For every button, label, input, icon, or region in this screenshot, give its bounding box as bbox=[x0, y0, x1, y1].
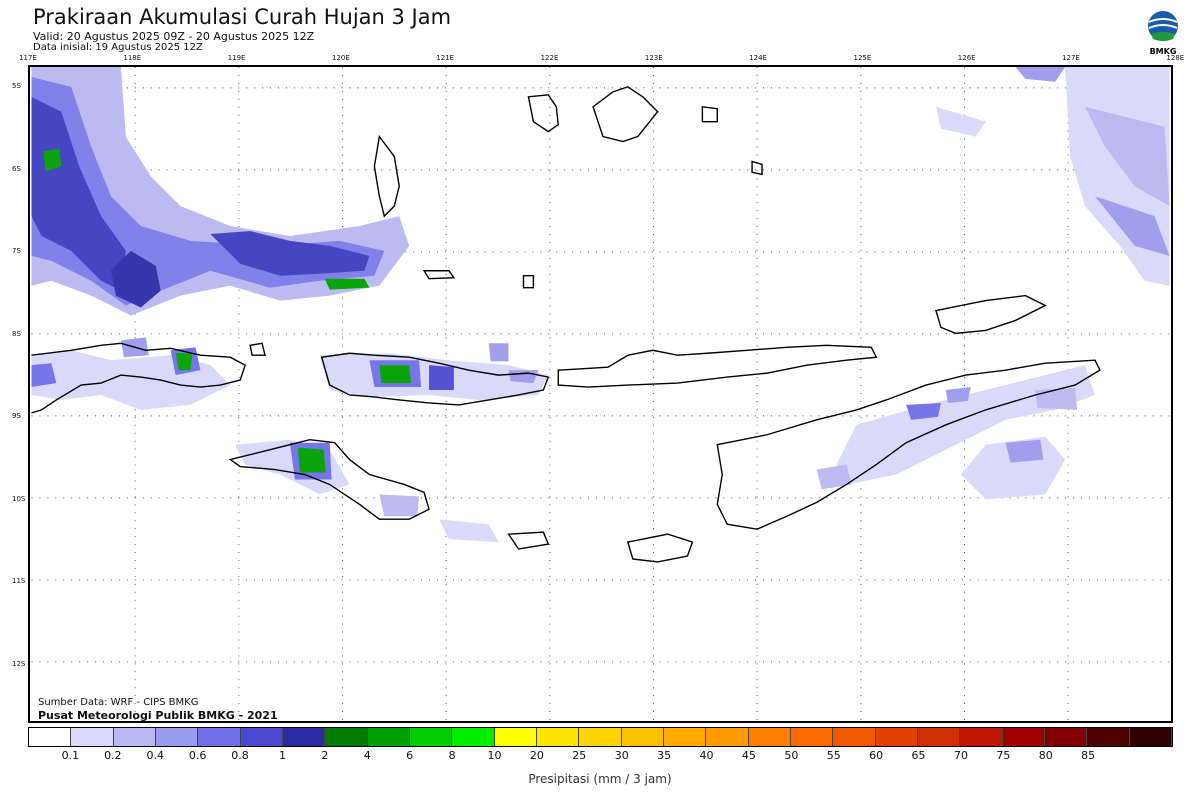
legend-tick: 6 bbox=[406, 749, 414, 762]
legend-tick: 2 bbox=[321, 749, 329, 762]
lat-label: 11S bbox=[12, 577, 26, 585]
lon-label: 123E bbox=[644, 54, 663, 62]
legend-tick: 70 bbox=[953, 749, 968, 762]
legend-swatch bbox=[494, 728, 537, 746]
legend-tick: 60 bbox=[869, 749, 884, 762]
map-title: Prakiraan Akumulasi Curah Hujan 3 Jam bbox=[33, 5, 452, 29]
initial-data: Data inisial: 19 Agustus 2025 12Z bbox=[33, 42, 203, 53]
legend-tick: 10 bbox=[487, 749, 502, 762]
legend-tick: 50 bbox=[784, 749, 799, 762]
lon-label: 121E bbox=[436, 54, 455, 62]
lon-label: 124E bbox=[749, 54, 767, 62]
legend-swatch bbox=[960, 728, 1003, 746]
legend-swatch bbox=[621, 728, 664, 746]
rainfall-map bbox=[28, 65, 1173, 723]
lat-label: 10S bbox=[12, 494, 26, 503]
bmkg-logo-icon: BMKG bbox=[1148, 11, 1178, 56]
lon-label: 120E bbox=[331, 54, 350, 62]
lon-label: 118E bbox=[123, 54, 142, 62]
lon-label: 117E bbox=[19, 54, 37, 62]
legend-tick: 0.8 bbox=[231, 749, 249, 762]
legend-tick: 0.4 bbox=[146, 749, 164, 762]
legend-tick: 25 bbox=[572, 749, 587, 762]
lat-label: 8S bbox=[12, 329, 21, 338]
lon-label: 128E bbox=[1166, 54, 1185, 62]
lon-label: 122E bbox=[540, 54, 559, 62]
legend-swatch bbox=[1129, 728, 1172, 746]
legend-swatch bbox=[198, 728, 241, 746]
legend-swatch bbox=[536, 728, 580, 746]
legend-swatch bbox=[663, 728, 707, 746]
legend-swatch bbox=[282, 728, 326, 746]
legend-swatch bbox=[113, 728, 156, 746]
legend-swatch bbox=[71, 728, 114, 746]
lon-label: 119E bbox=[227, 54, 246, 62]
lon-label: 127E bbox=[1062, 54, 1080, 62]
legend-swatch bbox=[833, 728, 876, 746]
publisher: Pusat Meteorologi Publik BMKG - 2021 bbox=[38, 709, 278, 722]
legend-swatch bbox=[917, 728, 961, 746]
legend-swatch bbox=[579, 728, 622, 746]
color-legend-bar bbox=[28, 727, 1173, 747]
lat-label: 5S bbox=[12, 82, 21, 90]
legend-swatch bbox=[790, 728, 834, 746]
lat-label: 6S bbox=[12, 164, 21, 173]
legend-tick: 65 bbox=[911, 749, 926, 762]
legend-tick: 35 bbox=[657, 749, 672, 762]
lat-label: 9S bbox=[12, 412, 21, 420]
legend-tick: 0.6 bbox=[188, 749, 207, 762]
lon-label: 125E bbox=[853, 54, 872, 62]
legend-tick: 55 bbox=[826, 749, 841, 762]
lon-label: 126E bbox=[957, 54, 976, 62]
lat-label: 7S bbox=[12, 247, 21, 255]
legend-tick: 85 bbox=[1081, 749, 1096, 762]
legend-swatch bbox=[325, 728, 368, 746]
legend-tick: 1 bbox=[278, 749, 286, 762]
legend-tick: 30 bbox=[614, 749, 629, 762]
legend-swatch bbox=[1087, 728, 1130, 746]
legend-swatch bbox=[155, 728, 199, 746]
legend-tick: 8 bbox=[448, 749, 456, 762]
legend-tick: 4 bbox=[363, 749, 371, 762]
legend-tick: 0.2 bbox=[104, 749, 122, 762]
legend-tick: 20 bbox=[529, 749, 544, 762]
legend-swatch bbox=[409, 728, 453, 746]
legend-swatch bbox=[240, 728, 283, 746]
legend-swatch bbox=[1044, 728, 1088, 746]
legend-swatch bbox=[367, 728, 410, 746]
coastlines bbox=[31, 86, 1101, 563]
legend-label: Presipitasi (mm / 3 jam) bbox=[528, 772, 672, 786]
legend-swatch bbox=[452, 728, 495, 746]
legend-swatch bbox=[1002, 728, 1045, 746]
valid-period: Valid: 20 Agustus 2025 09Z - 20 Agustus … bbox=[33, 30, 315, 43]
legend-swatch bbox=[875, 728, 918, 746]
precipitation-areas bbox=[31, 67, 1170, 543]
logo-text: BMKG bbox=[1150, 47, 1177, 56]
legend-tick: 75 bbox=[996, 749, 1011, 762]
lat-label: 12S bbox=[12, 659, 26, 668]
legend-tick: 45 bbox=[741, 749, 756, 762]
legend-swatch bbox=[706, 728, 749, 746]
legend-tick: 40 bbox=[699, 749, 714, 762]
legend-swatch bbox=[29, 728, 72, 746]
legend-tick: 80 bbox=[1038, 749, 1053, 762]
legend-swatch bbox=[748, 728, 791, 746]
data-source: Sumber Data: WRF - CIPS BMKG bbox=[38, 697, 199, 708]
legend-tick: 0.1 bbox=[61, 749, 80, 762]
